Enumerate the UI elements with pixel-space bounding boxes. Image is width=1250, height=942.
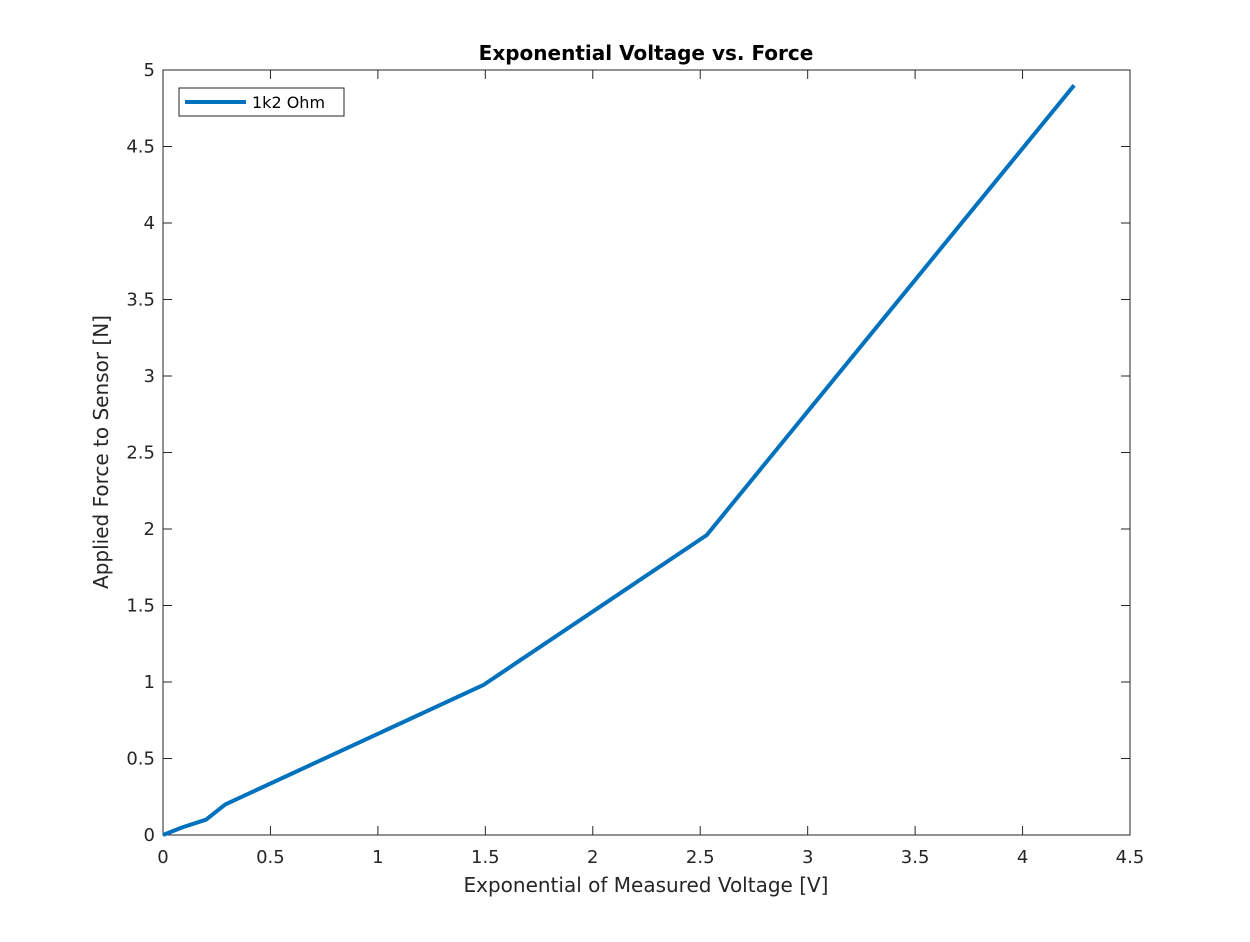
plot-area bbox=[162, 69, 1131, 836]
y-tick-label: 0 bbox=[144, 825, 155, 846]
y-tick-label: 2.5 bbox=[126, 443, 155, 464]
x-tick-label: 1 bbox=[372, 847, 383, 868]
series-layer bbox=[162, 84, 1076, 837]
chart-title: Exponential Voltage vs. Force bbox=[479, 41, 814, 65]
y-tick-label: 5 bbox=[144, 60, 155, 81]
x-tick-labels: 0 0.5 1 1.5 2 2.5 3 3.5 4 4.5 bbox=[157, 847, 1144, 868]
x-tick-label: 2.5 bbox=[686, 847, 715, 868]
y-tick-label: 1.5 bbox=[126, 596, 155, 617]
tick-marks bbox=[162, 69, 1131, 836]
x-tick-label: 3.5 bbox=[901, 847, 930, 868]
x-tick-label: 3 bbox=[802, 847, 813, 868]
x-tick-label: 0 bbox=[157, 847, 168, 868]
y-axis-label: Applied Force to Sensor [N] bbox=[89, 315, 113, 589]
x-tick-label: 4.5 bbox=[1116, 847, 1145, 868]
y-tick-label: 1 bbox=[144, 672, 155, 693]
legend-entry-label: 1k2 Ohm bbox=[252, 93, 325, 112]
y-tick-label: 4.5 bbox=[126, 137, 155, 158]
y-tick-label: 4 bbox=[144, 213, 155, 234]
x-tick-label: 2 bbox=[587, 847, 598, 868]
x-axis-label: Exponential of Measured Voltage [V] bbox=[464, 873, 829, 897]
x-tick-label: 0.5 bbox=[256, 847, 285, 868]
y-tick-label: 3.5 bbox=[126, 290, 155, 311]
y-tick-labels: 0 0.5 1 1.5 2 2.5 3 3.5 4 4.5 5 bbox=[126, 60, 155, 846]
x-tick-label: 4 bbox=[1017, 847, 1028, 868]
y-tick-label: 2 bbox=[144, 519, 155, 540]
y-tick-label: 3 bbox=[144, 366, 155, 387]
legend: 1k2 Ohm bbox=[178, 87, 345, 117]
series-line-0 bbox=[162, 84, 1076, 837]
y-tick-label: 0.5 bbox=[126, 749, 155, 770]
x-tick-label: 1.5 bbox=[471, 847, 500, 868]
